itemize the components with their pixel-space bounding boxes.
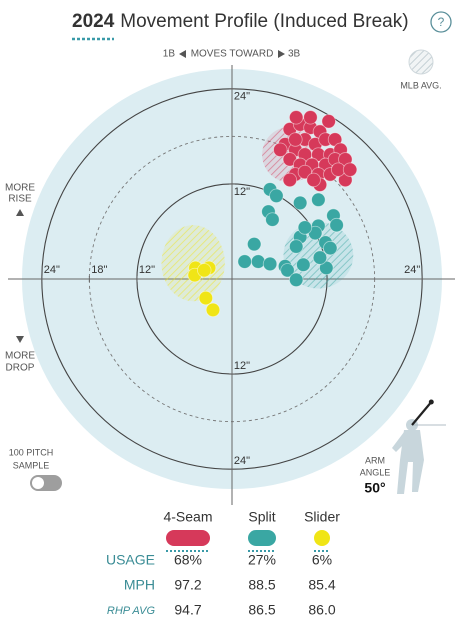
- table-cell: 88.5: [248, 577, 275, 593]
- arm-angle-label: ARM: [365, 455, 385, 465]
- pitch-point: [312, 250, 328, 265]
- row-label: USAGE: [106, 552, 155, 568]
- arrow-left: [179, 50, 186, 58]
- table-cell: 97.2: [174, 577, 201, 593]
- arm-ball: [428, 399, 434, 405]
- y-tick-label: 12": [234, 186, 250, 198]
- pitch-point: [303, 110, 318, 125]
- x-tick-label: 12": [139, 264, 155, 276]
- pitch-point: [198, 290, 214, 306]
- pitch-point: [237, 254, 252, 269]
- row-label: RHP AVG: [107, 605, 156, 617]
- direction-middle: MOVES TOWARD: [191, 49, 274, 60]
- mlb-avg-label: MLB AVG.: [400, 80, 441, 90]
- pitch-point: [329, 217, 344, 233]
- legend-label: Slider: [304, 509, 340, 525]
- pitch-point: [296, 257, 311, 272]
- arrow-down: [16, 336, 24, 343]
- pitch-point: [311, 192, 326, 207]
- legend-swatch: [314, 530, 330, 546]
- table-cell: 6%: [312, 552, 332, 568]
- toggle-knob[interactable]: [32, 477, 44, 489]
- sample-label: SAMPLE: [13, 460, 50, 470]
- plot-area: 24" 18" 12" 24" 24" 12" 12" 24": [8, 65, 455, 505]
- legend-label: Split: [248, 509, 275, 525]
- title-year: 2024: [72, 11, 115, 32]
- sample-label: 100 PITCH: [9, 447, 54, 457]
- arm-angle-label: ANGLE: [360, 467, 391, 477]
- pitch-point: [288, 132, 303, 147]
- chart-title: 2024 Movement Profile (Induced Break): [72, 11, 409, 32]
- title-text: Movement Profile (Induced Break): [120, 11, 408, 32]
- pitch-point: [306, 172, 321, 188]
- mlb-avg-icon: [408, 49, 434, 75]
- pitch-point: [288, 239, 304, 254]
- pitch-point: [262, 256, 278, 272]
- table-cell: 86.0: [308, 602, 335, 618]
- x-tick-label: 24": [44, 264, 60, 276]
- table-cell: 85.4: [308, 577, 335, 593]
- pitch-point: [269, 188, 284, 203]
- table-cell: 94.7: [174, 602, 201, 618]
- drop-label: MORE: [5, 351, 35, 362]
- direction-right: 3B: [288, 49, 301, 60]
- pitch-point: [323, 240, 338, 256]
- pitch-point: [292, 195, 308, 211]
- arm-line: [411, 401, 433, 426]
- arm-angle-value: 50°: [364, 480, 385, 496]
- rise-label: MORE: [5, 183, 35, 194]
- pitch-point: [273, 142, 288, 158]
- pitch-point: [321, 114, 336, 129]
- row-label: MPH: [124, 577, 155, 593]
- pitch-point: [280, 263, 295, 278]
- drop-label: DROP: [6, 363, 35, 374]
- direction-left: 1B: [163, 49, 176, 60]
- pitch-point: [246, 236, 262, 252]
- pitch-point: [282, 172, 298, 188]
- legend-swatch: [248, 530, 276, 546]
- arrow-right: [278, 50, 285, 58]
- pitcher-figure: [392, 419, 424, 494]
- x-tick-label: 24": [404, 264, 420, 276]
- y-tick-label: 24": [234, 455, 250, 467]
- pitch-point: [205, 302, 221, 318]
- x-tick-label: 18": [91, 264, 107, 276]
- legend-label: 4-Seam: [163, 509, 212, 525]
- pitch-point: [265, 212, 280, 227]
- help-text[interactable]: ?: [438, 15, 445, 29]
- legend-swatch: [166, 530, 210, 546]
- help-icon[interactable]: [430, 11, 452, 33]
- pitch-point: [297, 220, 313, 235]
- pitch-point: [288, 272, 304, 287]
- y-tick-label: 12": [234, 360, 250, 372]
- y-tick-label: 24": [234, 91, 250, 103]
- pitch-point: [288, 110, 304, 125]
- pitch-point: [319, 260, 334, 276]
- rise-label: RISE: [8, 194, 32, 205]
- pitch-point: [197, 263, 212, 278]
- table-cell: 86.5: [248, 602, 275, 618]
- pitch-point: [342, 162, 358, 177]
- table-cell: 27%: [248, 552, 276, 568]
- pitch-point: [250, 254, 266, 269]
- table-cell: 68%: [174, 552, 202, 568]
- arrow-up: [16, 209, 24, 216]
